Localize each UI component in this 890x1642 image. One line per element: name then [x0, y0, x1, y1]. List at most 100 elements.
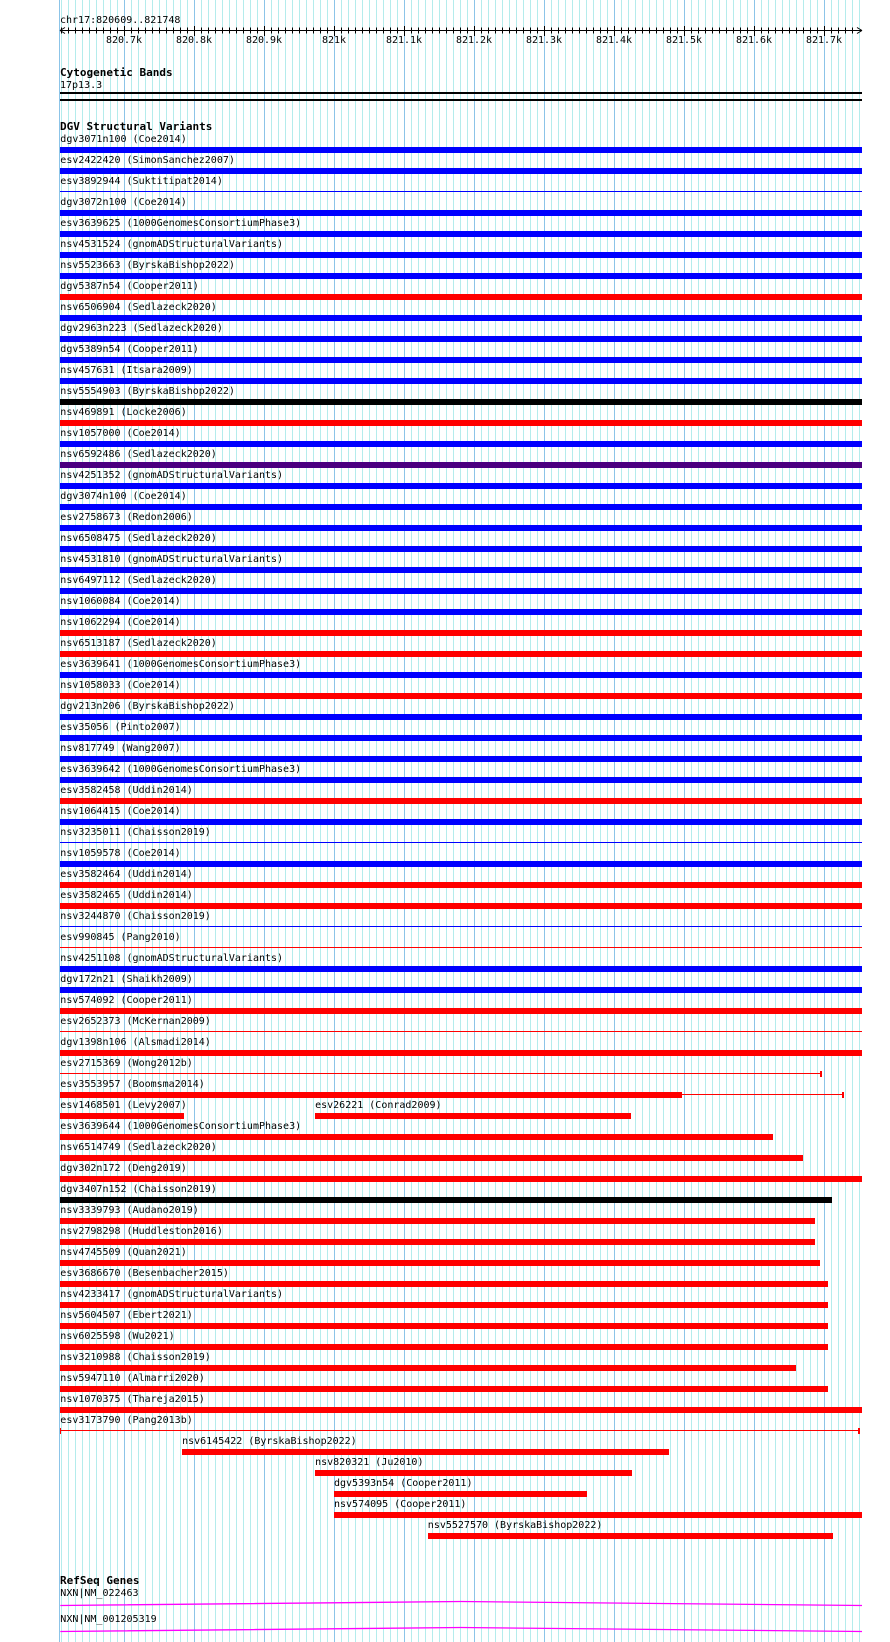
sv-feature-label[interactable]: nsv1070375 (Thareja2015)	[60, 1394, 205, 1405]
sv-feature-bar[interactable]	[60, 903, 862, 909]
ruler-track[interactable]	[0, 24, 890, 48]
sv-feature-label[interactable]: dgv3407n152 (Chaisson2019)	[60, 1184, 217, 1195]
sv-feature-label[interactable]: nsv574092 (Cooper2011)	[60, 995, 193, 1006]
sv-feature-label[interactable]: nsv6514749 (Sedlazeck2020)	[60, 1142, 217, 1153]
sv-feature-label[interactable]: esv3582465 (Uddin2014)	[60, 890, 193, 901]
sv-feature-bar[interactable]	[60, 1239, 815, 1245]
sv-feature-line[interactable]	[60, 1031, 862, 1032]
sv-feature-bar[interactable]	[60, 735, 862, 741]
sv-feature-label[interactable]: dgv1398n106 (Alsmadi2014)	[60, 1037, 211, 1048]
sv-feature-bar[interactable]	[315, 1470, 633, 1476]
sv-feature-label[interactable]: esv2758673 (Redon2006)	[60, 512, 193, 523]
sv-feature-label[interactable]: esv3892944 (Suktitipat2014)	[60, 176, 223, 187]
sv-feature-bar[interactable]	[60, 525, 862, 531]
sv-feature-bar[interactable]	[60, 1281, 829, 1287]
cyto-band-label[interactable]: 17p13.3	[60, 80, 103, 91]
sv-feature-line[interactable]	[60, 1430, 861, 1431]
sv-feature-label[interactable]: nsv4745509 (Quan2021)	[60, 1247, 187, 1258]
sv-feature-label[interactable]: dgv3072n100 (Coe2014)	[60, 197, 187, 208]
sv-feature-label[interactable]: esv3639641 (1000GenomesConsortiumPhase3)	[60, 659, 302, 670]
sv-feature-label[interactable]: nsv6497112 (Sedlazeck2020)	[60, 575, 217, 586]
sv-feature-bar[interactable]	[60, 252, 862, 258]
sv-feature-label[interactable]: esv2715369 (Wong2012b)	[60, 1058, 193, 1069]
sv-feature-label[interactable]: nsv5527570 (ByrskaBishop2022)	[427, 1520, 603, 1531]
sv-feature-bar[interactable]	[60, 714, 862, 720]
sv-feature-bar[interactable]	[60, 147, 862, 153]
sv-feature-bar[interactable]	[60, 1092, 682, 1098]
sv-feature-bar[interactable]	[60, 756, 862, 762]
gene-model[interactable]	[0, 1598, 890, 1610]
sv-feature-label[interactable]: nsv3235011 (Chaisson2019)	[60, 827, 211, 838]
sv-feature-bar[interactable]	[60, 483, 862, 489]
sv-feature-bar[interactable]	[334, 1512, 862, 1518]
sv-feature-bar[interactable]	[60, 777, 862, 783]
sv-feature-label[interactable]: nsv6145422 (ByrskaBishop2022)	[182, 1436, 357, 1447]
sv-feature-label[interactable]: nsv6506904 (Sedlazeck2020)	[60, 302, 217, 313]
sv-feature-bar[interactable]	[60, 882, 862, 888]
sv-feature-bar[interactable]	[334, 1491, 587, 1497]
sv-feature-label[interactable]: nsv6025598 (Wu2021)	[60, 1331, 175, 1342]
sv-feature-bar[interactable]	[60, 630, 862, 636]
sv-feature-label[interactable]: dgv172n21 (Shaikh2009)	[60, 974, 193, 985]
sv-feature-bar[interactable]	[427, 1533, 834, 1539]
sv-feature-label[interactable]: nsv6508475 (Sedlazeck2020)	[60, 533, 217, 544]
sv-feature-bar[interactable]	[60, 315, 862, 321]
sv-feature-label[interactable]: nsv4233417 (gnomADStructuralVariants)	[60, 1289, 284, 1300]
sv-feature-bar[interactable]	[60, 1113, 185, 1119]
sv-feature-bar[interactable]	[60, 861, 862, 867]
sv-feature-label[interactable]: nsv457631 (Itsara2009)	[60, 365, 193, 376]
sv-feature-bar[interactable]	[60, 987, 862, 993]
sv-feature-label[interactable]: esv1468501 (Levy2007)	[60, 1100, 187, 1111]
sv-feature-bar[interactable]	[60, 798, 862, 804]
sv-feature-bar[interactable]	[182, 1449, 670, 1455]
sv-feature-label[interactable]: nsv4531524 (gnomADStructuralVariants)	[60, 239, 284, 250]
sv-feature-bar[interactable]	[60, 420, 862, 426]
sv-feature-line[interactable]	[60, 1073, 822, 1074]
sv-feature-bar[interactable]	[60, 504, 862, 510]
sv-feature-bar[interactable]	[60, 294, 862, 300]
sv-feature-label[interactable]: dgv213n206 (ByrskaBishop2022)	[60, 701, 235, 712]
sv-feature-bar[interactable]	[60, 1197, 832, 1203]
sv-feature-bar[interactable]	[60, 1218, 815, 1224]
sv-feature-bar[interactable]	[60, 1386, 829, 1392]
sv-feature-bar[interactable]	[60, 1323, 829, 1329]
sv-feature-label[interactable]: dgv5393n54 (Cooper2011)	[334, 1478, 473, 1489]
sv-feature-bar[interactable]	[60, 693, 862, 699]
sv-feature-bar[interactable]	[60, 609, 862, 615]
sv-feature-bar[interactable]	[60, 1008, 862, 1014]
sv-feature-label[interactable]: nsv1058033 (Coe2014)	[60, 680, 181, 691]
gene-model[interactable]	[0, 1624, 890, 1636]
sv-feature-label[interactable]: esv3173790 (Pang2013b)	[60, 1415, 193, 1426]
sv-feature-label[interactable]: esv3582458 (Uddin2014)	[60, 785, 193, 796]
sv-feature-bar[interactable]	[60, 1302, 829, 1308]
sv-feature-label[interactable]: nsv5523663 (ByrskaBishop2022)	[60, 260, 235, 271]
sv-feature-label[interactable]: dgv5387n54 (Cooper2011)	[60, 281, 199, 292]
sv-feature-label[interactable]: nsv4251108 (gnomADStructuralVariants)	[60, 953, 284, 964]
sv-feature-label[interactable]: dgv302n172 (Deng2019)	[60, 1163, 187, 1174]
sv-feature-label[interactable]: nsv3244870 (Chaisson2019)	[60, 911, 211, 922]
sv-feature-bar[interactable]	[60, 441, 862, 447]
sv-feature-bar[interactable]	[60, 378, 862, 384]
sv-feature-bar[interactable]	[60, 357, 862, 363]
sv-feature-label[interactable]: dgv3071n100 (Coe2014)	[60, 134, 187, 145]
sv-feature-label[interactable]: nsv817749 (Wang2007)	[60, 743, 181, 754]
sv-feature-label[interactable]: dgv2963n223 (Sedlazeck2020)	[60, 323, 223, 334]
sv-feature-label[interactable]: esv3639642 (1000GenomesConsortiumPhase3)	[60, 764, 302, 775]
sv-feature-label[interactable]: nsv3339793 (Audano2019)	[60, 1205, 199, 1216]
sv-feature-label[interactable]: dgv3074n100 (Coe2014)	[60, 491, 187, 502]
sv-feature-label[interactable]: nsv5554903 (ByrskaBishop2022)	[60, 386, 235, 397]
sv-feature-label[interactable]: nsv5947110 (Almarri2020)	[60, 1373, 205, 1384]
sv-feature-bar[interactable]	[60, 567, 862, 573]
sv-feature-line[interactable]	[60, 842, 862, 843]
sv-feature-label[interactable]: esv3582464 (Uddin2014)	[60, 869, 193, 880]
sv-feature-bar[interactable]	[60, 1134, 773, 1140]
sv-feature-label[interactable]: nsv1062294 (Coe2014)	[60, 617, 181, 628]
sv-feature-bar[interactable]	[60, 1260, 820, 1266]
sv-feature-bar[interactable]	[60, 588, 862, 594]
sv-feature-label[interactable]: nsv1057000 (Coe2014)	[60, 428, 181, 439]
sv-feature-bar[interactable]	[60, 1344, 829, 1350]
gene-label[interactable]: NXN|NM_022463	[60, 1588, 139, 1599]
sv-feature-label[interactable]: esv2422420 (SimonSanchez2007)	[60, 155, 235, 166]
sv-feature-bar[interactable]	[60, 1365, 796, 1371]
sv-feature-label[interactable]: nsv1059578 (Coe2014)	[60, 848, 181, 859]
